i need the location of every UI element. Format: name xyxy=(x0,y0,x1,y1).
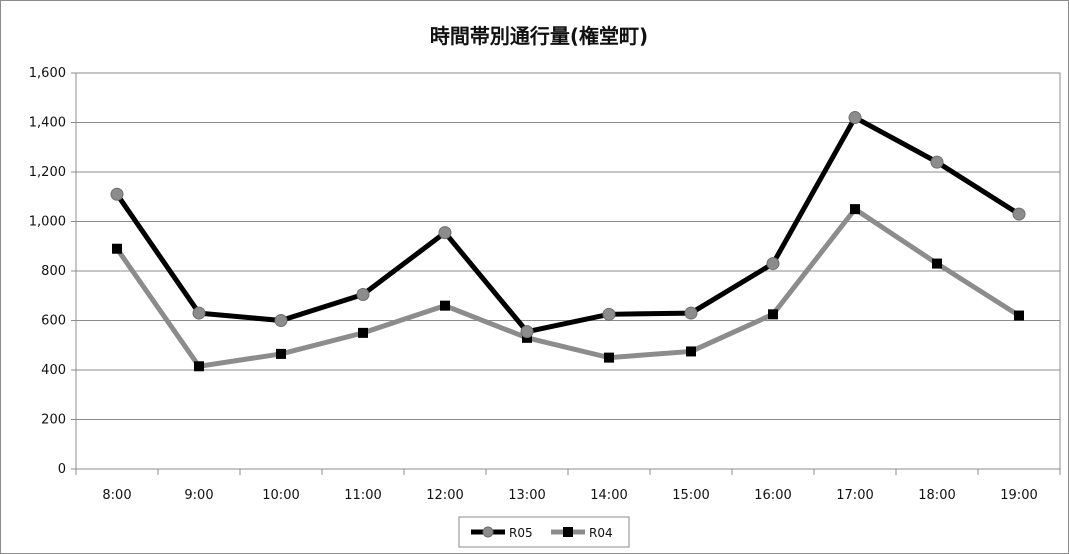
data-point-r05 xyxy=(684,306,698,320)
legend-marker-r04 xyxy=(563,527,573,537)
legend: R05 R04 xyxy=(458,516,630,548)
y-tick-label: 600 xyxy=(41,314,66,329)
y-axis-tick-labels: 0 200 400 600 800 1,000 1,200 1,400 1,600 xyxy=(29,66,66,477)
data-point-r04 xyxy=(112,243,122,254)
axes xyxy=(71,72,1061,475)
data-point-r05 xyxy=(1012,207,1026,221)
data-point-r05 xyxy=(356,288,370,302)
data-point-r04 xyxy=(686,346,696,357)
data-point-r04 xyxy=(440,300,450,311)
x-tick-label: 13:00 xyxy=(508,488,545,503)
x-tick-label: 18:00 xyxy=(918,488,955,503)
chart-title: 時間帯別通行量(権堂町) xyxy=(430,24,648,48)
legend-label-r04: R04 xyxy=(589,526,613,540)
data-series xyxy=(110,111,1026,372)
y-tick-label: 1,000 xyxy=(29,215,66,230)
x-tick-label: 17:00 xyxy=(836,488,873,503)
x-tick-label: 19:00 xyxy=(1000,488,1037,503)
x-axis-tick-labels: 8:00 9:00 10:00 11:00 12:00 13:00 14:00 15:00 16… xyxy=(102,488,1037,503)
data-point-r05 xyxy=(438,226,452,240)
data-point-r04 xyxy=(194,361,204,372)
x-tick-label: 12:00 xyxy=(426,488,463,503)
data-point-r04 xyxy=(604,352,614,363)
data-point-r05 xyxy=(848,111,862,125)
data-point-r05 xyxy=(110,187,124,201)
x-tick-label: 15:00 xyxy=(672,488,709,503)
x-tick-label: 11:00 xyxy=(344,488,381,503)
data-point-r05 xyxy=(192,306,206,320)
data-point-r04 xyxy=(850,204,860,215)
data-point-r05 xyxy=(930,155,944,169)
x-tick-label: 9:00 xyxy=(184,488,213,503)
series-line-r05 xyxy=(114,115,1021,335)
x-tick-label: 16:00 xyxy=(754,488,791,503)
data-point-r04 xyxy=(1014,310,1024,321)
data-point-r04 xyxy=(358,327,368,338)
y-tick-label: 0 xyxy=(58,462,66,477)
data-point-r05 xyxy=(274,314,288,327)
y-tick-label: 1,200 xyxy=(29,165,66,180)
legend-label-r05: R05 xyxy=(509,526,533,540)
data-point-r04 xyxy=(276,348,286,359)
y-tick-label: 200 xyxy=(41,413,66,428)
series-line-r04 xyxy=(114,206,1021,369)
legend-marker-r05 xyxy=(482,526,494,538)
x-tick-label: 10:00 xyxy=(262,488,299,503)
data-point-r05 xyxy=(766,257,780,271)
y-tick-label: 1,400 xyxy=(29,116,66,131)
data-point-r04 xyxy=(768,309,778,320)
data-point-r05 xyxy=(602,307,616,321)
y-tick-label: 1,600 xyxy=(29,66,66,81)
data-point-r04 xyxy=(932,258,942,269)
y-tick-label: 400 xyxy=(41,363,66,378)
x-tick-label: 14:00 xyxy=(590,488,627,503)
y-tick-label: 800 xyxy=(41,264,66,279)
x-tick-label: 8:00 xyxy=(102,488,131,503)
data-point-r05 xyxy=(520,325,534,339)
